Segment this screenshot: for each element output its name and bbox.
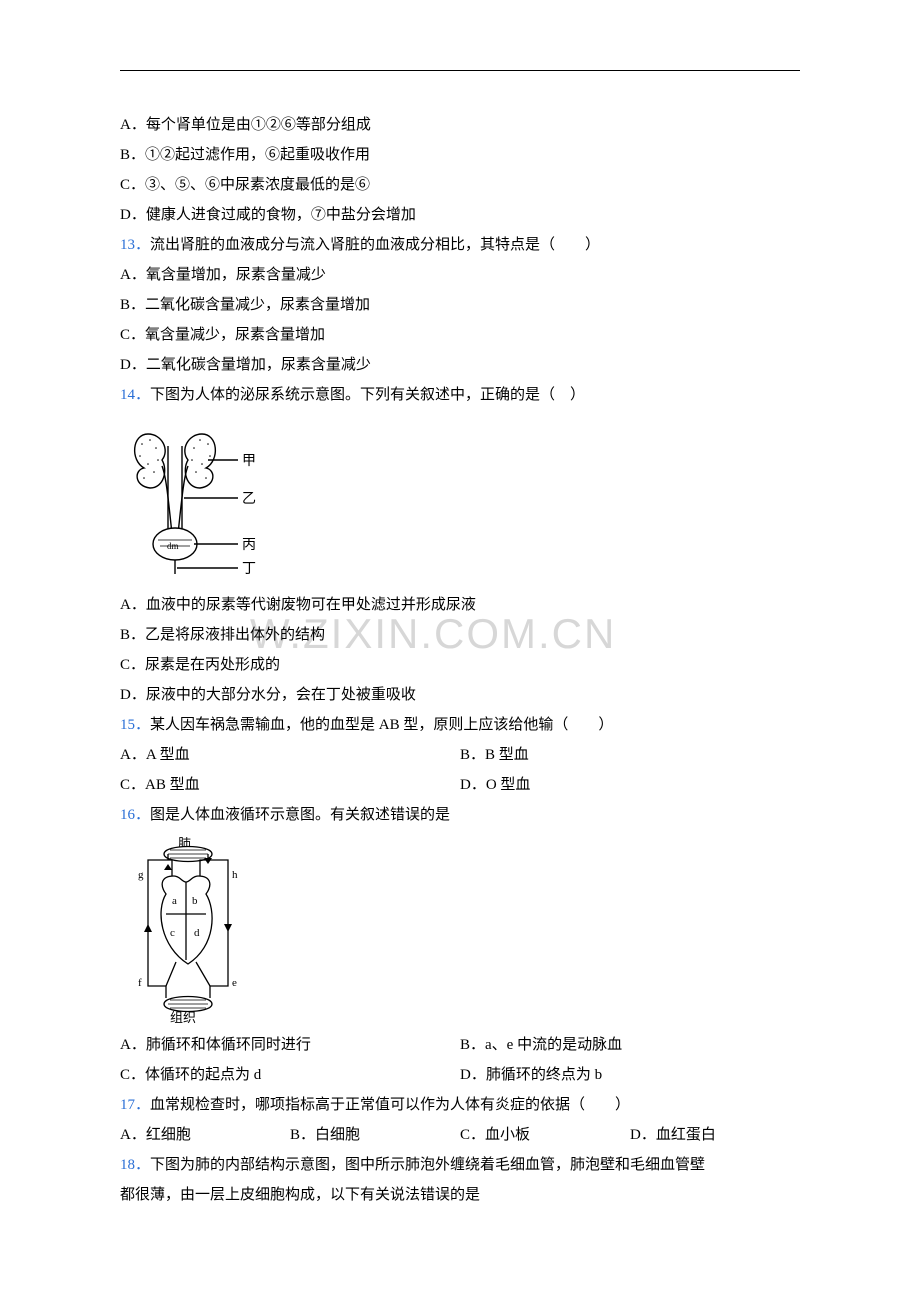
q14-number: 14．	[120, 387, 150, 403]
q17-stem: 17．血常规检查时，哪项指标高于正常值可以作为人体有炎症的依据（ ）	[120, 1090, 800, 1120]
q14-option-a: A．血液中的尿素等代谢废物可在甲处滤过并形成尿液	[120, 590, 800, 620]
q13-option-b: B．二氧化碳含量减少，尿素含量增加	[120, 290, 800, 320]
q13-text: 流出肾脏的血液成分与流入肾脏的血液成分相比，其特点是（ ）	[150, 237, 600, 253]
q13-option-c: C．氧含量减少，尿素含量增加	[120, 320, 800, 350]
q15-stem: 15．某人因车祸急需输血，他的血型是 AB 型，原则上应该给他输（ ）	[120, 710, 800, 740]
q17-text: 血常规检查时，哪项指标高于正常值可以作为人体有炎症的依据（ ）	[150, 1097, 630, 1113]
q18-stem-1: 18．下图为肺的内部结构示意图，图中所示肺泡外缠绕着毛细血管，肺泡壁和毛细血管壁	[120, 1150, 800, 1180]
q16-text: 图是人体血液循环示意图。有关叙述错误的是	[150, 807, 450, 823]
q12-option-a: A．每个肾单位是由①②⑥等部分组成	[120, 110, 800, 140]
q14-label-c: 丙	[242, 538, 256, 553]
q16-option-b: B．a、e 中流的是动脉血	[460, 1030, 800, 1060]
q14-label-d: 丁	[242, 562, 256, 577]
q16-option-c: C．体循环的起点为 d	[120, 1060, 460, 1090]
q15-option-a: A．A 型血	[120, 740, 460, 770]
q16-label-d: d	[194, 927, 200, 939]
q15-number: 15．	[120, 717, 150, 733]
q16-label-a: a	[172, 895, 177, 907]
q16-label-g: g	[138, 869, 144, 881]
q18-number: 18．	[120, 1157, 150, 1173]
q17-option-c: C．血小板	[460, 1120, 630, 1150]
header-rule	[120, 70, 800, 71]
q16-label-f: f	[138, 977, 142, 989]
q18-text-1: 下图为肺的内部结构示意图，图中所示肺泡外缠绕着毛细血管，肺泡壁和毛细血管壁	[150, 1157, 705, 1173]
q15-option-c: C．AB 型血	[120, 770, 460, 800]
q15-option-b: B．B 型血	[460, 740, 800, 770]
q14-option-c: C．尿素是在丙处形成的	[120, 650, 800, 680]
q16-label-b: b	[192, 895, 198, 907]
q15-text: 某人因车祸急需输血，他的血型是 AB 型，原则上应该给他输（ ）	[150, 717, 613, 733]
q16-label-c: c	[170, 927, 175, 939]
q18-stem-2: 都很薄，由一层上皮细胞构成，以下有关说法错误的是	[120, 1180, 800, 1210]
q12-option-b: B．①②起过滤作用，⑥起重吸收作用	[120, 140, 800, 170]
q14-label-b: 乙	[242, 491, 256, 507]
q13-stem: 13．流出肾脏的血液成分与流入肾脏的血液成分相比，其特点是（ ）	[120, 230, 800, 260]
q16-label-bottom: 组织	[170, 1010, 196, 1025]
q14-option-d: D．尿液中的大部分水分，会在丁处被重吸收	[120, 680, 800, 710]
q14-stem: 14．下图为人体的泌尿系统示意图。下列有关叙述中，正确的是（ ）	[120, 380, 800, 410]
page: W.ZIXIN.COM.CN A．每个肾单位是由①②⑥等部分组成 B．①②起过滤…	[0, 0, 920, 1270]
q17-option-b: B．白细胞	[290, 1120, 460, 1150]
q16-number: 16．	[120, 807, 150, 823]
content: A．每个肾单位是由①②⑥等部分组成 B．①②起过滤作用，⑥起重吸收作用 C．③、…	[120, 110, 800, 1210]
q17-number: 17．	[120, 1097, 150, 1113]
q17-option-a: A．红细胞	[120, 1120, 290, 1150]
q13-option-a: A．氧含量增加，尿素含量减少	[120, 260, 800, 290]
q16-figure: 肺 组织	[120, 836, 800, 1026]
q16-option-d: D．肺循环的终点为 b	[460, 1060, 800, 1090]
svg-text:dm: dm	[167, 541, 179, 551]
q17-option-d: D．血红蛋白	[630, 1120, 800, 1150]
q13-option-d: D．二氧化碳含量增加，尿素含量减少	[120, 350, 800, 380]
q13-number: 13．	[120, 237, 150, 253]
q15-option-d: D．O 型血	[460, 770, 800, 800]
q14-text: 下图为人体的泌尿系统示意图。下列有关叙述中，正确的是（ ）	[150, 387, 585, 403]
q14-figure: dm 甲 乙 丙 丁	[120, 416, 800, 586]
q14-option-b: B．乙是将尿液排出体外的结构	[120, 620, 800, 650]
q16-option-a: A．肺循环和体循环同时进行	[120, 1030, 460, 1060]
q16-label-h: h	[232, 869, 238, 881]
q12-option-c: C．③、⑤、⑥中尿素浓度最低的是⑥	[120, 170, 800, 200]
q16-label-e: e	[232, 977, 237, 989]
q12-option-d: D．健康人进食过咸的食物，⑦中盐分会增加	[120, 200, 800, 230]
q16-stem: 16．图是人体血液循环示意图。有关叙述错误的是	[120, 800, 800, 830]
q14-label-a: 甲	[242, 454, 256, 469]
